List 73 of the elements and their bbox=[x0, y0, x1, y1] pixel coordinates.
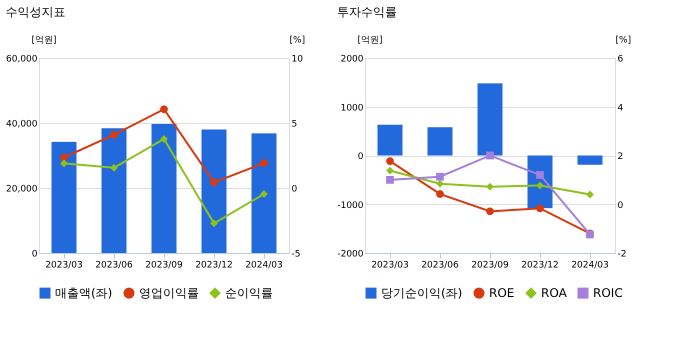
point bbox=[436, 172, 444, 181]
y-tick-label: 0 bbox=[358, 152, 364, 162]
x-tick-label: 2023/06 bbox=[421, 260, 459, 270]
y2-tick-label: 2 bbox=[618, 152, 624, 162]
chart-title: 투자수익률 bbox=[336, 5, 397, 19]
x-tick-label: 2023/03 bbox=[371, 260, 409, 270]
legend-label: ROIC bbox=[593, 286, 623, 300]
y2-tick-label: -5 bbox=[292, 250, 300, 260]
point bbox=[536, 204, 544, 212]
y-tick-label: 2000 bbox=[340, 54, 364, 64]
point bbox=[260, 159, 268, 167]
y2-tick-label: 10 bbox=[292, 54, 304, 64]
point bbox=[586, 190, 594, 198]
point bbox=[110, 130, 118, 139]
y2-axis-title: [%] bbox=[616, 36, 632, 46]
y2-tick-label: 4 bbox=[618, 103, 624, 114]
y2-tick-label: 5 bbox=[292, 120, 298, 130]
x-tick-label: 2023/12 bbox=[195, 260, 233, 270]
y-tick-label: 1000 bbox=[340, 103, 364, 114]
bar bbox=[378, 124, 402, 156]
point bbox=[60, 154, 68, 162]
point bbox=[210, 178, 218, 186]
point bbox=[436, 180, 444, 188]
y-tick-label: 60,000 bbox=[6, 54, 38, 64]
point bbox=[110, 164, 118, 172]
bar bbox=[202, 130, 226, 253]
point bbox=[386, 157, 394, 165]
legend-label: 영업이익률 bbox=[139, 286, 199, 300]
x-tick-label: 2023/06 bbox=[95, 260, 133, 270]
y-tick-label: 20,000 bbox=[6, 184, 38, 194]
y-tick-label: 0 bbox=[32, 250, 38, 260]
point bbox=[486, 182, 494, 191]
y-axis-title: [억원] bbox=[358, 36, 383, 46]
point bbox=[210, 219, 218, 228]
point bbox=[536, 182, 544, 190]
legend-label: 당기순이익(좌) bbox=[381, 286, 462, 300]
bar bbox=[578, 156, 602, 165]
legend-label: 매출액(좌) bbox=[55, 286, 112, 300]
point bbox=[386, 166, 394, 174]
bar bbox=[428, 127, 452, 156]
y-tick-label: 40,000 bbox=[6, 120, 38, 130]
x-tick-label: 2024/03 bbox=[571, 260, 609, 270]
point bbox=[160, 105, 168, 114]
point bbox=[436, 190, 444, 198]
point bbox=[486, 207, 494, 216]
point bbox=[60, 160, 68, 168]
x-tick-label: 2023/03 bbox=[45, 260, 83, 270]
y-tick-label: -1000 bbox=[337, 200, 364, 211]
bar bbox=[102, 128, 126, 253]
y2-tick-label: 0 bbox=[618, 200, 624, 211]
point bbox=[386, 176, 394, 184]
x-tick-label: 2023/09 bbox=[145, 260, 183, 270]
x-tick-label: 2023/12 bbox=[521, 260, 559, 270]
legend-label: ROA bbox=[541, 286, 568, 300]
legend-label: ROE bbox=[489, 286, 514, 300]
x-tick-label: 2024/03 bbox=[245, 260, 283, 270]
chart-title: 수익성지표 bbox=[6, 5, 66, 19]
bar bbox=[52, 142, 76, 253]
y2-tick-label: 6 bbox=[618, 54, 624, 64]
point bbox=[160, 135, 168, 143]
y2-tick-label: 0 bbox=[292, 184, 298, 194]
x-tick-label: 2023/09 bbox=[471, 260, 509, 270]
bar bbox=[478, 83, 502, 156]
bar bbox=[152, 124, 176, 253]
bar bbox=[252, 133, 276, 253]
y2-axis-title: [%] bbox=[290, 36, 306, 46]
y2-tick-label: -2 bbox=[618, 250, 626, 260]
point bbox=[486, 152, 494, 160]
y-tick-label: -2000 bbox=[337, 250, 364, 260]
point bbox=[260, 190, 268, 198]
point bbox=[536, 171, 544, 179]
legend-label: 순이익률 bbox=[225, 286, 273, 300]
y-axis-title: [억원] bbox=[32, 36, 57, 46]
